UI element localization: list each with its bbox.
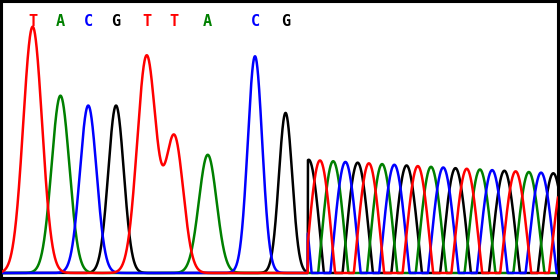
Text: C: C <box>250 14 259 29</box>
Text: G: G <box>281 14 290 29</box>
Text: T: T <box>28 14 37 29</box>
Text: G: G <box>111 14 120 29</box>
Text: T: T <box>142 14 151 29</box>
Text: C: C <box>83 14 93 29</box>
Text: A: A <box>203 14 212 29</box>
Text: T: T <box>170 14 179 29</box>
Text: A: A <box>56 14 65 29</box>
